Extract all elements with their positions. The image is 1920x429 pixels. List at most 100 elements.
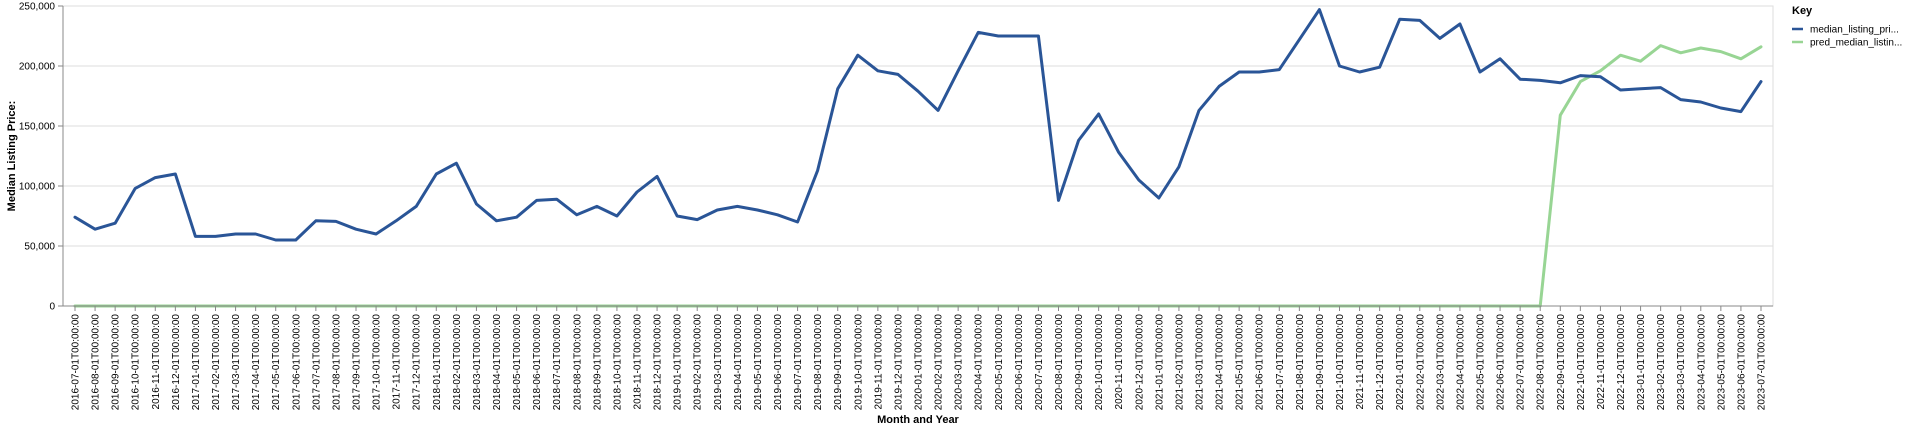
- x-tick-label: 2022-07-01T00:00:00: [1516, 314, 1527, 411]
- y-tick-label: 50,000: [24, 242, 55, 253]
- x-tick-label: 2017-03-01T00:00:00: [231, 314, 242, 411]
- x-tick-label: 2020-10-01T00:00:00: [1094, 314, 1105, 411]
- x-tick-label: 2023-07-01T00:00:00: [1757, 314, 1768, 411]
- x-tick-label: 2021-10-01T00:00:00: [1335, 314, 1346, 411]
- series-line: [73, 8, 1763, 242]
- x-tick-label: 2019-01-01T00:00:00: [673, 314, 684, 411]
- x-tick-label: 2018-01-01T00:00:00: [432, 314, 443, 411]
- x-tick-label: 2019-04-01T00:00:00: [733, 314, 744, 411]
- x-tick-label: 2017-06-01T00:00:00: [291, 314, 302, 411]
- x-tick-label: 2021-03-01T00:00:00: [1195, 314, 1206, 411]
- legend-title: Key: [1792, 5, 1813, 17]
- x-axis-title: Month and Year: [877, 414, 959, 426]
- x-tick-label: 2017-07-01T00:00:00: [311, 314, 322, 411]
- x-tick-label: 2021-07-01T00:00:00: [1275, 314, 1286, 411]
- x-tick-label: 2020-04-01T00:00:00: [974, 314, 985, 411]
- plot-area: 0 50,000 100,000 150,000 200,000 250,000 2016…: [19, 2, 1774, 411]
- x-tick-label: 2021-05-01T00:00:00: [1235, 314, 1246, 411]
- x-tick-label: 2023-04-01T00:00:00: [1696, 314, 1707, 411]
- x-tick-label: 2019-02-01T00:00:00: [693, 314, 704, 411]
- y-tick-label: 200,000: [19, 62, 56, 73]
- x-tick-label: 2023-03-01T00:00:00: [1676, 314, 1687, 411]
- x-tick-label: 2020-08-01T00:00:00: [1054, 314, 1065, 411]
- x-tick-label: 2017-01-01T00:00:00: [191, 314, 202, 411]
- x-tick-label: 2017-11-01T00:00:00: [392, 314, 403, 410]
- x-tick-label: 2017-05-01T00:00:00: [271, 314, 282, 411]
- x-tick-label: 2017-10-01T00:00:00: [372, 314, 383, 411]
- x-tick-label: 2017-04-01T00:00:00: [251, 314, 262, 411]
- x-tick-label: 2023-02-01T00:00:00: [1656, 314, 1667, 411]
- x-tick-label: 2020-06-01T00:00:00: [1014, 314, 1025, 411]
- series-layer: [73, 8, 1763, 308]
- x-tick-label: 2019-08-01T00:00:00: [813, 314, 824, 411]
- x-tick-label: 2018-03-01T00:00:00: [472, 314, 483, 411]
- x-tick-label: 2022-09-01T00:00:00: [1556, 314, 1567, 411]
- y-tick-label: 250,000: [19, 2, 56, 13]
- x-tick-label: 2022-11-01T00:00:00: [1596, 314, 1607, 410]
- legend-label: median_listing_pri...: [1810, 25, 1899, 36]
- x-tick-label: 2016-08-01T00:00:00: [91, 314, 102, 411]
- x-tick-label: 2019-09-01T00:00:00: [833, 314, 844, 411]
- x-tick-label: 2020-05-01T00:00:00: [994, 314, 1005, 411]
- legend: Key median_listing_pri... pred_median_lis…: [1792, 5, 1902, 49]
- x-tick-label: 2021-11-01T00:00:00: [1355, 314, 1366, 410]
- gridlines: [63, 5, 1773, 307]
- x-tick-label: 2019-10-01T00:00:00: [853, 314, 864, 411]
- x-tick-label: 2018-07-01T00:00:00: [552, 314, 563, 411]
- series-line: [73, 44, 1763, 308]
- x-tick-label: 2019-07-01T00:00:00: [793, 314, 804, 411]
- x-tick-label: 2022-02-01T00:00:00: [1415, 314, 1426, 411]
- x-tick-label: 2020-12-01T00:00:00: [1134, 314, 1145, 411]
- x-tick-label: 2021-04-01T00:00:00: [1215, 314, 1226, 411]
- x-tick-label: 2022-12-01T00:00:00: [1616, 314, 1627, 411]
- x-tick-label: 2022-10-01T00:00:00: [1576, 314, 1587, 411]
- x-tick-label: 2018-09-01T00:00:00: [592, 314, 603, 411]
- x-tick-label: 2020-09-01T00:00:00: [1074, 314, 1085, 411]
- x-tick-label: 2021-12-01T00:00:00: [1375, 314, 1386, 411]
- x-tick-label: 2018-10-01T00:00:00: [612, 314, 623, 411]
- y-tick-label: 150,000: [19, 122, 56, 133]
- x-tick-label: 2018-05-01T00:00:00: [512, 314, 523, 411]
- x-tick-label: 2018-08-01T00:00:00: [572, 314, 583, 411]
- x-tick-label: 2020-07-01T00:00:00: [1034, 314, 1045, 411]
- x-tick-label: 2022-08-01T00:00:00: [1536, 314, 1547, 411]
- x-tick-label: 2021-06-01T00:00:00: [1255, 314, 1266, 411]
- x-tick-label: 2016-09-01T00:00:00: [111, 314, 122, 411]
- x-tick-label: 2022-03-01T00:00:00: [1435, 314, 1446, 411]
- x-tick-label: 2020-03-01T00:00:00: [954, 314, 965, 411]
- x-tick-label: 2016-10-01T00:00:00: [131, 314, 142, 411]
- x-tick-label: 2016-07-01T00:00:00: [71, 314, 82, 411]
- x-tick-label: 2018-04-01T00:00:00: [492, 314, 503, 411]
- x-tick-label: 2023-05-01T00:00:00: [1716, 314, 1727, 411]
- x-tick-label: 2019-05-01T00:00:00: [753, 314, 764, 411]
- x-tick-label: 2022-06-01T00:00:00: [1496, 314, 1507, 411]
- y-tick-label: 100,000: [19, 182, 56, 193]
- x-tick-label: 2016-11-01T00:00:00: [151, 314, 162, 410]
- x-tick-label: 2019-03-01T00:00:00: [713, 314, 724, 411]
- legend-label: pred_median_listin...: [1810, 38, 1902, 49]
- x-tick-label: 2017-08-01T00:00:00: [331, 314, 342, 411]
- x-tick-label: 2021-02-01T00:00:00: [1174, 314, 1185, 411]
- x-tick-label: 2021-08-01T00:00:00: [1295, 314, 1306, 411]
- y-tick-label: 0: [49, 302, 55, 313]
- y-axis: 0 50,000 100,000 150,000 200,000 250,000: [19, 2, 64, 313]
- y-axis-title: Median Listing Price:: [6, 101, 18, 212]
- x-tick-label: 2022-04-01T00:00:00: [1455, 314, 1466, 411]
- x-tick-label: 2016-12-01T00:00:00: [171, 314, 182, 411]
- x-tick-label: 2018-12-01T00:00:00: [653, 314, 664, 411]
- x-tick-label: 2020-11-01T00:00:00: [1114, 314, 1125, 410]
- x-tick-label: 2019-11-01T00:00:00: [873, 314, 884, 410]
- x-tick-label: 2022-05-01T00:00:00: [1476, 314, 1487, 411]
- x-tick-label: 2019-06-01T00:00:00: [773, 314, 784, 411]
- x-tick-label: 2023-01-01T00:00:00: [1636, 314, 1647, 411]
- x-tick-label: 2023-06-01T00:00:00: [1736, 314, 1747, 411]
- x-tick-label: 2017-12-01T00:00:00: [412, 314, 423, 411]
- x-tick-label: 2018-06-01T00:00:00: [532, 314, 543, 411]
- plot-frame: [62, 5, 1774, 307]
- x-tick-label: 2021-09-01T00:00:00: [1315, 314, 1326, 411]
- x-tick-label: 2022-01-01T00:00:00: [1395, 314, 1406, 411]
- x-tick-label: 2020-01-01T00:00:00: [914, 314, 925, 411]
- x-tick-label: 2017-09-01T00:00:00: [352, 314, 363, 411]
- x-tick-label: 2020-02-01T00:00:00: [934, 314, 945, 411]
